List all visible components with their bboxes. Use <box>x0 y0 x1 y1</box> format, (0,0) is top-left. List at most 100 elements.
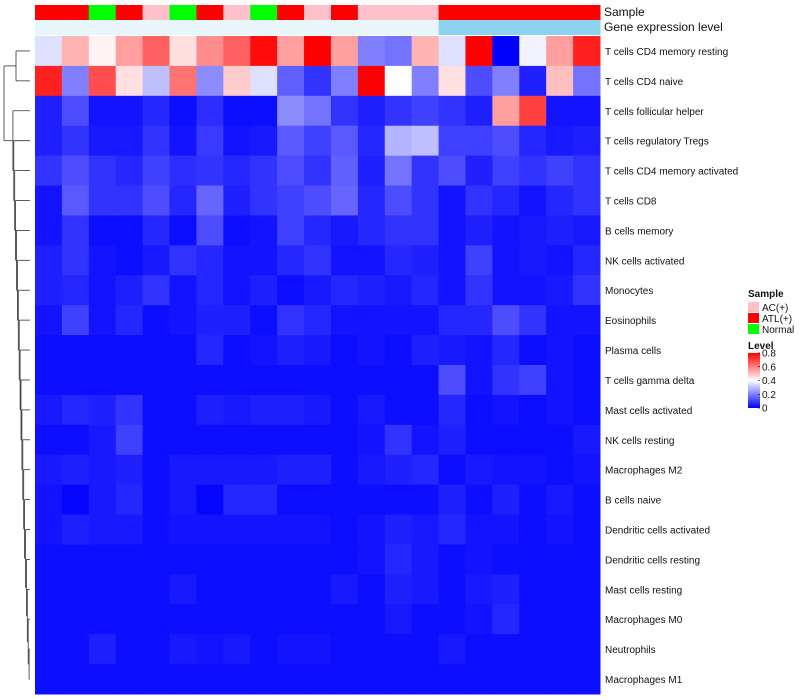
heatmap-cell <box>304 454 332 486</box>
heatmap-cell <box>330 514 359 545</box>
heatmap-cell <box>546 484 574 516</box>
heatmap-cell <box>546 664 574 695</box>
heatmap-cell <box>411 275 440 306</box>
heatmap-cell <box>88 454 117 486</box>
heatmap-cell <box>519 305 547 336</box>
heatmap-cell <box>492 215 520 246</box>
heatmap-cell <box>357 125 386 157</box>
heatmap-cell <box>411 185 440 216</box>
heatmap-cell <box>277 125 305 157</box>
expression-annotation-cell <box>519 20 547 35</box>
heatmap-cell <box>357 514 386 545</box>
heatmap-cell <box>465 305 493 336</box>
heatmap-cell <box>492 65 520 97</box>
row-label: T cells CD8 <box>605 197 657 208</box>
heatmap-cell <box>384 634 413 665</box>
heatmap-cell <box>196 454 224 486</box>
expression-annotation-cell <box>330 20 359 35</box>
heatmap-cell <box>492 305 520 336</box>
heatmap-cell <box>357 664 386 695</box>
heatmap-cell <box>519 634 547 665</box>
heatmap-cell <box>115 95 144 127</box>
heatmap-cell <box>304 155 332 187</box>
heatmap-cell <box>384 574 413 605</box>
heatmap-cell <box>142 574 171 605</box>
heatmap-cell <box>492 634 520 665</box>
heatmap-cell <box>330 664 359 695</box>
heatmap-cell <box>519 125 547 157</box>
heatmap-cell <box>411 215 440 246</box>
heatmap-cell <box>35 245 63 276</box>
heatmap-cell <box>35 95 63 127</box>
heatmap-cell <box>465 185 493 216</box>
row-label: T cells CD4 memory resting <box>605 47 728 58</box>
heatmap-cell <box>573 514 601 545</box>
heatmap-cell <box>411 335 440 366</box>
heatmap-cell <box>546 514 574 545</box>
heatmap-cell <box>438 514 466 545</box>
row-label: Dendritic cells resting <box>605 555 700 566</box>
heatmap-cell <box>357 604 386 635</box>
heatmap-cell <box>142 514 171 545</box>
heatmap-cell <box>573 275 601 306</box>
heatmap-cell <box>277 544 305 575</box>
heatmap-cell <box>61 155 90 187</box>
heatmap-cell <box>115 604 144 635</box>
heatmap-cell <box>573 305 601 336</box>
heatmap-cell <box>250 245 278 276</box>
heatmap-cell <box>411 634 440 665</box>
heatmap-cell <box>142 305 171 336</box>
heatmap-cell <box>465 634 493 665</box>
heatmap-cell <box>357 275 386 306</box>
heatmap-cell <box>411 95 440 127</box>
row-labels: T cells CD4 memory resting T cells CD4 na… <box>605 47 738 686</box>
heatmap-cell <box>277 95 305 127</box>
legend-level-tick-label: 0.6 <box>762 362 776 373</box>
heatmap-cell <box>384 36 413 67</box>
heatmap-cell <box>61 634 90 665</box>
sample-annotation-cell <box>330 5 359 20</box>
heatmap-cell <box>223 484 251 516</box>
sample-annotation-cell <box>35 5 63 20</box>
heatmap-cell <box>357 185 386 216</box>
heatmap-cell <box>61 245 90 276</box>
sample-annotation-cell <box>304 5 332 20</box>
legend-level-tick-label: 0.4 <box>762 376 776 387</box>
heatmap-cell <box>250 394 278 426</box>
expression-track-label: Gene expression level <box>604 20 723 34</box>
heatmap-cell <box>330 335 359 366</box>
heatmap-cell <box>169 155 197 187</box>
heatmap-cell <box>223 275 251 306</box>
heatmap-cell <box>411 484 440 516</box>
heatmap-cell <box>573 454 601 486</box>
legend-level-tick-label: 0 <box>762 404 768 415</box>
heatmap-cell <box>546 185 574 216</box>
heatmap-cell <box>115 335 144 366</box>
heatmap-cell <box>250 335 278 366</box>
heatmap-cell <box>357 574 386 605</box>
row-label: Mast cells resting <box>605 585 682 596</box>
heatmap-cell <box>35 305 63 336</box>
heatmap-cell <box>88 424 117 456</box>
heatmap-cell <box>384 155 413 187</box>
heatmap-cell <box>330 424 359 456</box>
heatmap-cell <box>142 365 171 396</box>
sample-track-label: Sample <box>604 5 645 19</box>
row-label: Plasma cells <box>605 346 661 357</box>
heatmap-cell <box>465 36 493 67</box>
heatmap-cell <box>88 245 117 276</box>
heatmap-cell <box>88 275 117 306</box>
heatmap-cell <box>384 185 413 216</box>
heatmap-cell <box>277 365 305 396</box>
heatmap-cell <box>88 125 117 157</box>
heatmap-cell <box>250 365 278 396</box>
heatmap-cell <box>304 544 332 575</box>
heatmap-cell <box>115 125 144 157</box>
heatmap-cell <box>169 215 197 246</box>
heatmap-cell <box>61 305 90 336</box>
heatmap-cell <box>35 394 63 426</box>
heatmap-cell <box>330 305 359 336</box>
heatmap-cell <box>357 245 386 276</box>
heatmap-cell <box>304 185 332 216</box>
heatmap-cell <box>411 394 440 426</box>
